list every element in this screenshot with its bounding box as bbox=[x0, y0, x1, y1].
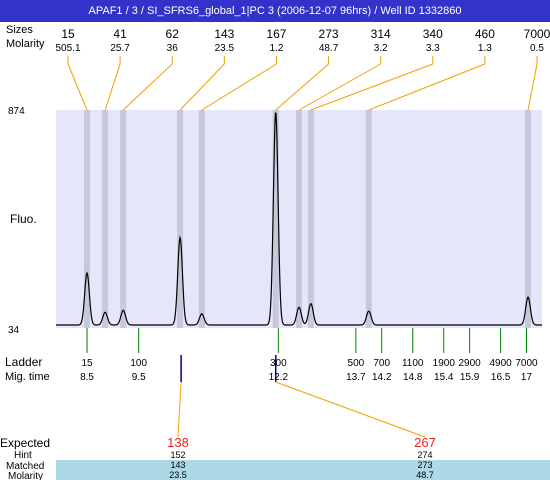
window-title: APAF1 / 3 / SI_SFRS6_global_1|PC 3 (2006… bbox=[0, 0, 550, 22]
ladder-size-label: 500 bbox=[348, 358, 365, 369]
peak-molarity-label: 1.2 bbox=[269, 43, 283, 54]
ladder-size-label: 1900 bbox=[433, 358, 456, 369]
peak-size-label: 7000 bbox=[524, 27, 550, 41]
peak-size-label: 460 bbox=[475, 27, 495, 41]
peak-connector bbox=[275, 63, 329, 111]
ladder-time-label: 14.8 bbox=[403, 372, 423, 383]
peak-size-label: 143 bbox=[214, 27, 234, 41]
peak-band bbox=[296, 110, 302, 328]
peak-band bbox=[177, 110, 184, 328]
peak-size-label: 15 bbox=[61, 27, 75, 41]
peak-band bbox=[120, 110, 127, 328]
peak-size-label: 41 bbox=[113, 27, 127, 41]
peak-connector bbox=[368, 63, 486, 111]
matched-molarity: 23.5 bbox=[169, 470, 187, 480]
ladder-time-label: 13.7 bbox=[346, 372, 366, 383]
ladder-size-label: 2900 bbox=[458, 358, 481, 369]
ladder-size-label: 100 bbox=[130, 358, 147, 369]
ladder-time-label: 8.5 bbox=[80, 372, 94, 383]
peak-molarity-label: 3.3 bbox=[426, 43, 440, 54]
peak-connector bbox=[201, 63, 277, 111]
matched-row-bg bbox=[56, 460, 550, 470]
peak-band bbox=[102, 110, 109, 328]
peak-connector bbox=[67, 63, 88, 111]
ladder-time-label: 9.5 bbox=[132, 372, 146, 383]
peak-molarity-label: 0.5 bbox=[530, 43, 544, 54]
matched-label: Matched bbox=[6, 461, 44, 472]
hint-size: 152 bbox=[170, 450, 185, 460]
peak-connectors bbox=[67, 56, 538, 111]
molarity-bottom-label: Molarity bbox=[8, 471, 43, 480]
ladder-size-label: 1100 bbox=[402, 358, 424, 369]
ladder-size-label: 15 bbox=[81, 358, 93, 369]
expected-connectors bbox=[177, 355, 426, 438]
ladder-time-label: 15.9 bbox=[460, 372, 480, 383]
ladder-time-label: 12.2 bbox=[269, 372, 289, 383]
ladder-time-label: 17 bbox=[521, 372, 533, 383]
expected-size: 267 bbox=[414, 435, 436, 450]
peak-band bbox=[272, 110, 279, 328]
matched-size: 273 bbox=[417, 460, 432, 470]
y-axis-label: Fluo. bbox=[10, 212, 37, 226]
peak-band bbox=[365, 110, 372, 328]
matched-size: 143 bbox=[170, 460, 185, 470]
y-tick-bottom: 34 bbox=[8, 325, 20, 336]
hint-size: 274 bbox=[417, 450, 432, 460]
ladder-time-label: 15.4 bbox=[434, 372, 454, 383]
molarity-row-bg bbox=[56, 470, 550, 480]
molarity-header: Molarity bbox=[6, 38, 45, 50]
ladder-size-label: 4900 bbox=[490, 358, 513, 369]
peak-size-label: 273 bbox=[319, 27, 339, 41]
peak-labels: 15 505.1 41 25.7 62 36 143 23.5 167 1.2 273 48.7 314… bbox=[55, 27, 550, 54]
peak-molarity-label: 1.3 bbox=[478, 43, 492, 54]
peak-size-label: 62 bbox=[166, 27, 180, 41]
peak-connector bbox=[179, 63, 225, 111]
fluorescence-trace bbox=[56, 112, 542, 326]
peak-band bbox=[307, 110, 314, 328]
hint-label: Hint bbox=[14, 450, 32, 461]
peak-band bbox=[525, 110, 532, 328]
ladder-ticks: 15 8.5 100 9.5 300 12.2 500 13.7 700 14.2 1100 14.8… bbox=[80, 328, 538, 383]
ladder-size-label: 300 bbox=[270, 358, 287, 369]
peak-size-label: 340 bbox=[423, 27, 443, 41]
mig-time-label: Mig. time bbox=[5, 371, 50, 383]
expected-connector bbox=[275, 381, 426, 438]
peak-size-label: 314 bbox=[371, 27, 391, 41]
matched-molarity: 48.7 bbox=[416, 470, 434, 480]
expected-label: Expected bbox=[0, 436, 50, 450]
sizes-header: Sizes bbox=[6, 24, 33, 36]
ladder-size-label: 700 bbox=[373, 358, 390, 369]
peak-connector bbox=[310, 63, 433, 111]
peak-molarity-label: 48.7 bbox=[319, 43, 339, 54]
peak-connector bbox=[104, 63, 121, 111]
ladder-time-label: 16.5 bbox=[491, 372, 511, 383]
ladder-size-label: 7000 bbox=[515, 358, 538, 369]
peak-band bbox=[198, 110, 205, 328]
peak-size-label: 167 bbox=[266, 27, 286, 41]
ladder-label: Ladder bbox=[5, 355, 42, 369]
peak-bands bbox=[84, 110, 532, 328]
peak-connector bbox=[298, 63, 381, 111]
peak-molarity-label: 3.2 bbox=[374, 43, 388, 54]
expected-connector bbox=[177, 381, 182, 438]
peak-connector bbox=[527, 63, 538, 111]
ladder-time-label: 14.2 bbox=[372, 372, 392, 383]
peak-connector bbox=[122, 63, 173, 111]
peak-molarity-label: 505.1 bbox=[55, 43, 80, 54]
expected-size: 138 bbox=[167, 435, 189, 450]
peak-band bbox=[84, 110, 91, 328]
peak-molarity-label: 23.5 bbox=[215, 43, 235, 54]
peak-molarity-label: 25.7 bbox=[110, 43, 130, 54]
y-tick-top: 874 bbox=[8, 106, 25, 117]
peak-molarity-label: 36 bbox=[167, 43, 179, 54]
